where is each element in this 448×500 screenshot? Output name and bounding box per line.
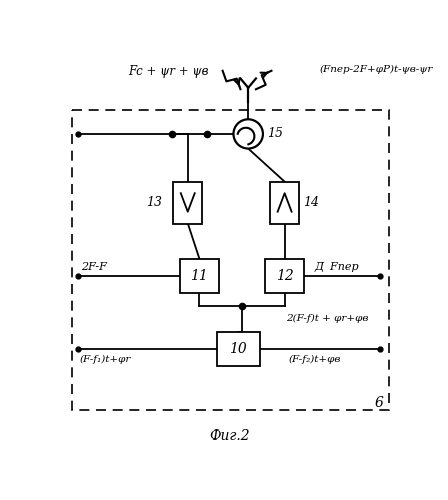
Bar	[270, 182, 299, 224]
Bar	[217, 332, 260, 366]
Text: (F-f₁)t+φr: (F-f₁)t+φr	[79, 355, 131, 364]
Text: (Fnep-2F+φΡ)t-ψв-ψr: (Fnep-2F+φΡ)t-ψв-ψr	[319, 64, 433, 74]
Bar	[265, 258, 304, 294]
Text: 10: 10	[229, 342, 247, 356]
Text: 12: 12	[276, 268, 293, 282]
Text: 6: 6	[375, 396, 383, 409]
Bar	[180, 258, 219, 294]
Text: 11: 11	[190, 268, 208, 282]
Text: Д  Fnep: Д Fnep	[314, 262, 359, 272]
Text: 13: 13	[146, 196, 162, 209]
Text: 2F-F: 2F-F	[81, 262, 107, 272]
Text: 14: 14	[303, 196, 319, 209]
Bar	[72, 110, 389, 410]
Text: Fc + ψr + ψв: Fc + ψr + ψв	[128, 65, 209, 78]
Circle shape	[233, 120, 263, 148]
Text: 2(F-f)t + φr+φв: 2(F-f)t + φr+φв	[286, 314, 369, 323]
Text: Фиг.2: Фиг.2	[209, 429, 250, 443]
Text: 15: 15	[267, 128, 283, 140]
Bar	[173, 182, 202, 224]
Text: (F-f₂)t+φв: (F-f₂)t+φв	[289, 355, 341, 364]
